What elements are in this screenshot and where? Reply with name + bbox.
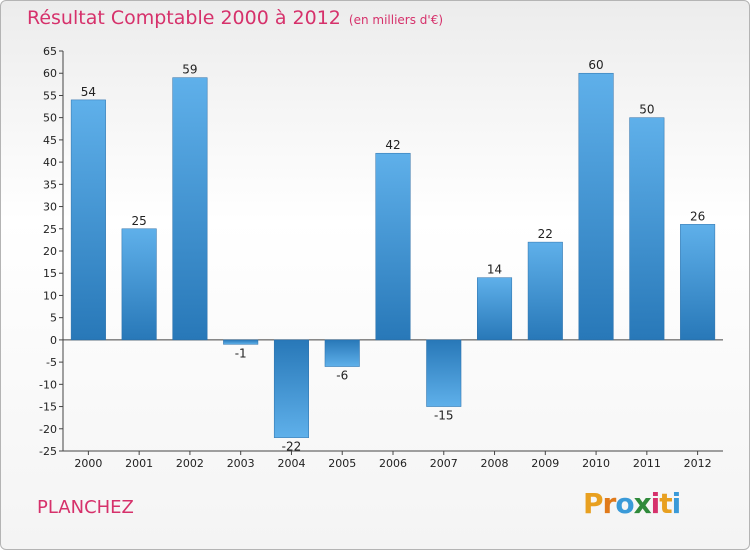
bar-2009: [527, 241, 563, 341]
x-tick-label: 2004: [277, 457, 305, 470]
bar-2011: [629, 117, 665, 341]
data-label-2000: 54: [81, 85, 96, 99]
y-tick-label: 20: [43, 245, 57, 258]
logo-letter: P: [583, 487, 604, 520]
data-label-2006: 42: [385, 138, 400, 152]
y-tick-label: 45: [43, 134, 57, 147]
bar-2004: [273, 339, 309, 438]
x-tick-label: 2010: [582, 457, 610, 470]
logo-letter: i: [650, 487, 661, 520]
data-label-2004: -22: [282, 440, 302, 454]
y-tick-label: -5: [46, 356, 57, 369]
logo-letter: r: [602, 487, 617, 520]
bar-2003: [223, 339, 259, 345]
bar-2008: [477, 277, 513, 341]
x-tick-label: 2008: [481, 457, 509, 470]
y-tick-label: 60: [43, 67, 57, 80]
y-tick-label: 10: [43, 289, 57, 302]
bar-2012: [680, 224, 716, 341]
bar-2005: [324, 339, 360, 367]
y-tick-label: 25: [43, 223, 57, 236]
title-text: Résultat Comptable 2000 à 2012: [27, 7, 341, 29]
chart-title: Résultat Comptable 2000 à 2012 (en millie…: [27, 7, 443, 29]
x-tick-label: 2005: [328, 457, 356, 470]
data-label-2012: 26: [690, 209, 705, 223]
x-tick-label: 2006: [379, 457, 407, 470]
logo-letter: i: [671, 487, 682, 520]
y-tick-label: 65: [43, 45, 57, 58]
y-tick-label: 35: [43, 178, 57, 191]
data-label-2010: 60: [588, 58, 603, 72]
data-labels: 54 25 59 -1 -22 -6 42 -15 14 22 60 50 26: [81, 58, 706, 453]
y-tick-label: 55: [43, 89, 57, 102]
bar-2002: [172, 77, 208, 341]
logo-letter: x: [633, 487, 652, 520]
x-tick-label: 2002: [176, 457, 204, 470]
x-tick-label: 2011: [633, 457, 661, 470]
data-label-2011: 50: [639, 103, 654, 117]
bar-2000: [70, 99, 106, 341]
logo-letter: o: [615, 487, 634, 520]
data-label-2008: 14: [487, 263, 502, 277]
bar-2006: [375, 152, 411, 341]
y-tick-label: -20: [39, 423, 57, 436]
bar-2007: [426, 339, 462, 407]
data-label-2005: -6: [336, 369, 348, 383]
data-label-2003: -1: [235, 346, 247, 360]
unit-label: (en milliers d'€): [348, 13, 444, 27]
y-tick-label: 0: [50, 334, 57, 347]
data-label-2002: 59: [182, 63, 197, 77]
y-tick-label: -15: [39, 401, 57, 414]
data-label-2009: 22: [538, 227, 553, 241]
data-label-2007: -15: [434, 409, 454, 423]
bars: [70, 72, 716, 438]
x-tick-label: 2007: [430, 457, 458, 470]
y-tick-label: 50: [43, 112, 57, 125]
logo-letter: t: [659, 487, 672, 520]
y-tick-label: -10: [39, 378, 57, 391]
y-tick-label: 30: [43, 201, 57, 214]
x-tick-label: 2003: [227, 457, 255, 470]
y-tick-label: 5: [50, 312, 57, 325]
x-tick-label: 2000: [74, 457, 102, 470]
y-tick-label: -25: [39, 445, 57, 458]
bar-2010: [578, 72, 614, 341]
bar-2001: [121, 228, 157, 341]
y-tick-label: 15: [43, 267, 57, 280]
x-tick-label: 2009: [531, 457, 559, 470]
data-label-2001: 25: [132, 214, 147, 228]
x-tick-label: 2012: [684, 457, 712, 470]
x-tick-label: 2001: [125, 457, 153, 470]
commune-name: PLANCHEZ: [37, 497, 134, 518]
proxiti-logo: Proxiti: [583, 487, 682, 520]
y-tick-label: 40: [43, 156, 57, 169]
